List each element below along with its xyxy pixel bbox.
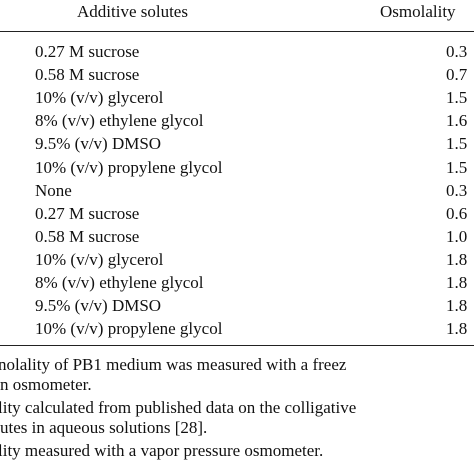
- osmolality-cell: 1.0: [446, 226, 468, 246]
- solute-cell: 9.5% (v/v) DMSO: [35, 134, 162, 154]
- osmolality-cell: 0.3: [446, 42, 468, 61]
- footnote: lity calculated from published data on t…: [0, 398, 357, 417]
- osmolality-cell: 1.5: [446, 157, 468, 177]
- osmolality-cell: 1.5: [446, 134, 468, 154]
- solute-cell: 0.27 M sucrose: [35, 203, 140, 223]
- header-rule: [0, 31, 474, 32]
- solute-cell: 8% (v/v) ethylene glycol: [35, 111, 204, 131]
- osmolality-cell: 0.6: [446, 203, 468, 223]
- osmolality-cell: 0.3: [446, 180, 468, 200]
- column-header: Additive solutes: [77, 2, 188, 21]
- solute-cell: 0.27 M sucrose: [35, 42, 140, 61]
- osmolality-cell: 1.8: [446, 319, 468, 339]
- solute-cell: 10% (v/v) propylene glycol: [35, 319, 223, 339]
- footnote: lity measured with a vapor pressure osmo…: [0, 441, 324, 460]
- osmolality-cell: 1.8: [446, 249, 468, 269]
- footnote: nolality of PB1 medium was measured with…: [0, 355, 347, 374]
- footnote: utes in aqueous solutions [28].: [0, 418, 208, 437]
- solute-cell: None: [35, 180, 72, 200]
- osmolality-cell: 1.5: [446, 88, 468, 108]
- solute-cell: 0.58 M sucrose: [35, 65, 140, 85]
- solute-cell: 10% (v/v) propylene glycol: [35, 157, 223, 177]
- solute-cell: 10% (v/v) glycerol: [35, 88, 164, 108]
- solute-cell: 10% (v/v) glycerol: [35, 249, 164, 269]
- osmolality-cell: 0.7: [446, 65, 468, 85]
- osmolality-cell: 1.8: [446, 273, 468, 292]
- bottom-rule: [0, 345, 474, 346]
- solute-cell: 9.5% (v/v) DMSO: [35, 296, 162, 316]
- footnote: n osmometer.: [0, 375, 92, 394]
- osmolality-cell: 1.8: [446, 296, 468, 316]
- column-header: Osmolality: [380, 2, 456, 21]
- osmolality-cell: 1.6: [446, 111, 468, 131]
- solute-cell: 8% (v/v) ethylene glycol: [35, 273, 204, 292]
- solute-cell: 0.58 M sucrose: [35, 226, 140, 246]
